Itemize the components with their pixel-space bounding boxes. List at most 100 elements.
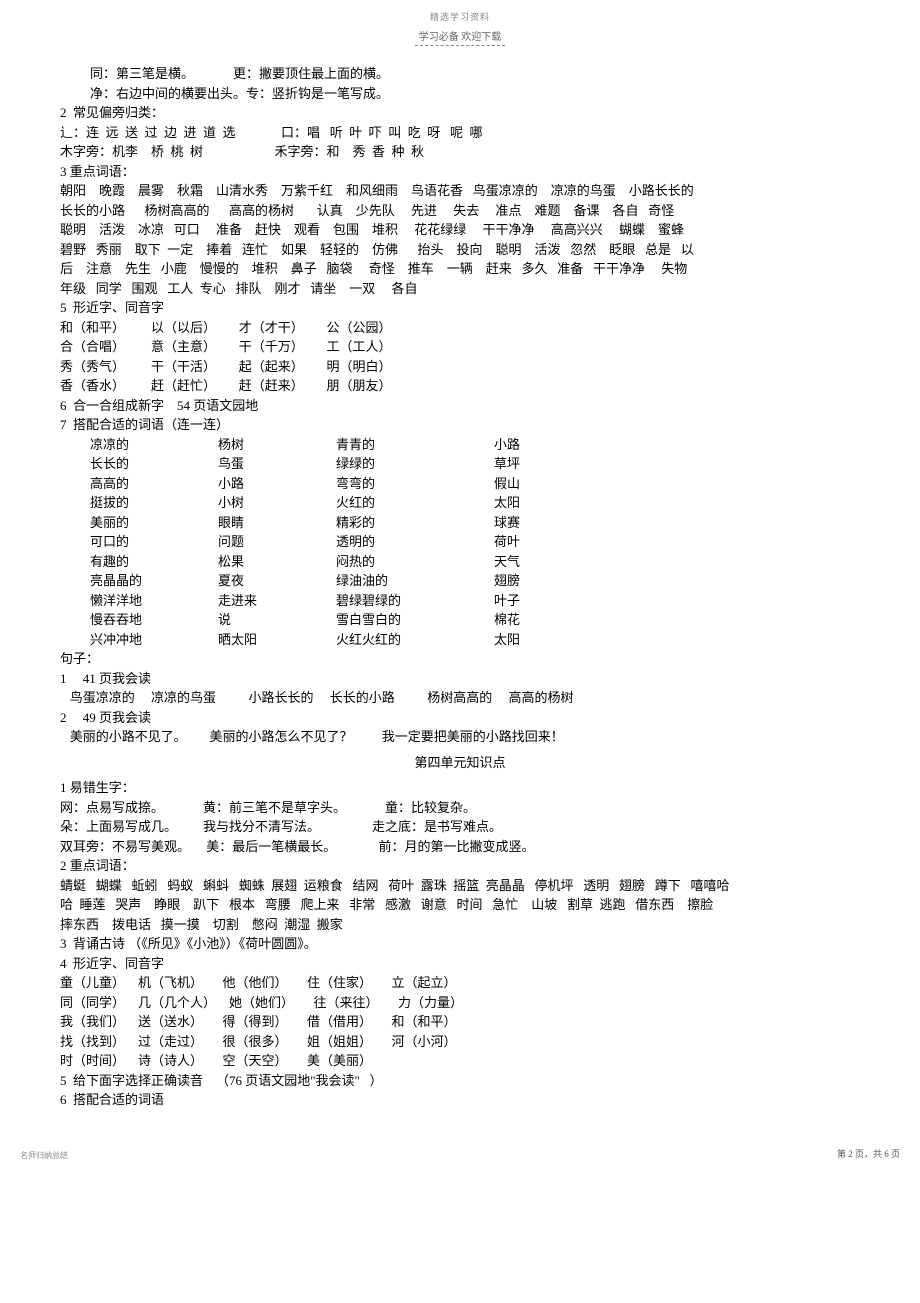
pair-cell: 晒太阳 [218, 630, 336, 650]
pair-cell: 精彩的 [336, 513, 494, 533]
pair-cell: 亮晶晶的 [90, 571, 218, 591]
pair-cell: 雪白雪白的 [336, 610, 494, 630]
pair-cell: 走进来 [218, 591, 336, 611]
pair-cell: 绿油油的 [336, 571, 494, 591]
pair-cell: 鸟蛋 [218, 454, 336, 474]
content-body: 同：第三笔是横。 更：撇要顶住最上面的横。 净：右边中间的横要出头。专：竖折钩是… [60, 64, 860, 1110]
pair-row: 亮晶晶的夏夜绿油油的翅膀 [90, 571, 548, 591]
pair-cell: 青青的 [336, 435, 494, 455]
line: 碧野 秀丽 取下 一定 捧着 连忙 如果 轻轻的 仿佛 抬头 投向 聪明 活泼 … [60, 240, 860, 260]
pair-row: 挺拔的小树火红的太阳 [90, 493, 548, 513]
pair-row: 兴冲冲地晒太阳火红火红的太阳 [90, 630, 548, 650]
pair-cell: 棉花 [494, 610, 548, 630]
pair-cell: 闷热的 [336, 552, 494, 572]
pair-cell: 翅膀 [494, 571, 548, 591]
line: 长长的小路 杨树高高的 高高的杨树 认真 少先队 先进 失去 准点 难题 备课 … [60, 201, 860, 221]
pair-row: 凉凉的杨树青青的小路 [90, 435, 548, 455]
pair-cell: 兴冲冲地 [90, 630, 218, 650]
pair-row: 慢吞吞地说雪白雪白的棉花 [90, 610, 548, 630]
pair-cell: 说 [218, 610, 336, 630]
pair-cell: 美丽的 [90, 513, 218, 533]
line: 香（香水） 赶（赶忙） 赶（赶来） 朋（朋友） [60, 376, 860, 396]
pair-cell: 有趣的 [90, 552, 218, 572]
line: 年级 同学 围观 工人 专心 排队 刚才 请坐 一双 各自 [60, 279, 860, 299]
pair-cell: 太阳 [494, 493, 548, 513]
pair-cell: 高高的 [90, 474, 218, 494]
line: 1 41 页我会读 [60, 669, 860, 689]
pair-cell: 凉凉的 [90, 435, 218, 455]
pair-cell: 问题 [218, 532, 336, 552]
header-sub-wrap: 学习必备 欢迎下载 [60, 27, 860, 46]
pair-cell: 眼睛 [218, 513, 336, 533]
line: 净：右边中间的横要出头。专：竖折钩是一笔写成。 [90, 84, 860, 104]
pair-row: 有趣的松果闷热的天气 [90, 552, 548, 572]
pair-cell: 太阳 [494, 630, 548, 650]
pair-cell: 小路 [494, 435, 548, 455]
line: 合（合唱） 意（主意） 干（千万） 工（工人） [60, 337, 860, 357]
pair-row: 长长的鸟蛋绿绿的草坪 [90, 454, 548, 474]
pair-cell: 夏夜 [218, 571, 336, 591]
pair-cell: 天气 [494, 552, 548, 572]
pair-cell: 火红火红的 [336, 630, 494, 650]
pair-cell: 弯弯的 [336, 474, 494, 494]
line: 和（和平） 以（以后） 才（才干） 公（公园） [60, 318, 860, 338]
header-subtitle: 学习必备 欢迎下载 [415, 28, 506, 46]
line: 2 49 页我会读 [60, 708, 860, 728]
pair-row: 美丽的眼睛精彩的球赛 [90, 513, 548, 533]
line: 同：第三笔是横。 更：撇要顶住最上面的横。 [90, 64, 860, 84]
line: 1 易错生字： [60, 778, 860, 798]
line: 3 重点词语： [60, 162, 860, 182]
line: 双耳旁：不易写美观。 美：最后一笔横最长。 前：月的第一比撇变成竖。 [60, 837, 860, 857]
pair-cell: 叶子 [494, 591, 548, 611]
line: 网：点易写成捺。 黄：前三笔不是草字头。 童：比较复杂。 [60, 798, 860, 818]
pair-cell: 挺拔的 [90, 493, 218, 513]
line: 朵：上面易写成几。 我与找分不清写法。 走之底：是书写难点。 [60, 817, 860, 837]
line: 7 搭配合适的词语（连一连） [60, 415, 860, 435]
pair-cell: 可口的 [90, 532, 218, 552]
line: 2 常见偏旁归类： [60, 103, 860, 123]
pair-cell: 长长的 [90, 454, 218, 474]
line: 聪明 活泼 冰凉 可口 准备 赶快 观看 包围 堆积 花花绿绿 干干净净 高高兴… [60, 220, 860, 240]
header-top: 精选学习资料 [60, 10, 860, 23]
line: 秀（秀气） 干（干活） 起（起来） 明（明白） [60, 357, 860, 377]
pair-cell: 松果 [218, 552, 336, 572]
pair-row: 高高的小路弯弯的假山 [90, 474, 548, 494]
pair-cell: 懒洋洋地 [90, 591, 218, 611]
pair-row: 懒洋洋地走进来碧绿碧绿的叶子 [90, 591, 548, 611]
pair-cell: 杨树 [218, 435, 336, 455]
line: 5 给下面字选择正确读音 （76 页语文园地"我会读" ） [60, 1071, 860, 1091]
pair-table: 凉凉的杨树青青的小路长长的鸟蛋绿绿的草坪高高的小路弯弯的假山挺拔的小树火红的太阳… [90, 435, 548, 650]
pair-cell: 透明的 [336, 532, 494, 552]
line: 句子： [60, 649, 860, 669]
footer-left: 名师归纳总结 [20, 1150, 860, 1161]
line: 我（我们） 送（送水） 得（得到） 借（借用） 和（和平） [60, 1012, 860, 1032]
line: 6 合一合组成新字 54 页语文园地 [60, 396, 860, 416]
line: 找（找到） 过（走过） 很（很多） 姐（姐姐） 河（小河） [60, 1032, 860, 1052]
page-container: 精选学习资料 学习必备 欢迎下载 同：第三笔是横。 更：撇要顶住最上面的横。 净… [0, 0, 920, 1180]
line: 童（儿童） 机（飞机） 他（他们） 住（住家） 立（起立） [60, 973, 860, 993]
pair-cell: 草坪 [494, 454, 548, 474]
line: 5 形近字、同音字 [60, 298, 860, 318]
pair-cell: 荷叶 [494, 532, 548, 552]
line: 4 形近字、同音字 [60, 954, 860, 974]
line: 时（时间） 诗（诗人） 空（天空） 美（美丽） [60, 1051, 860, 1071]
line: 辶：连 远 送 过 边 进 道 选 口：唱 听 叶 吓 叫 吃 呀 呢 哪 [60, 123, 860, 143]
line: 同（同学） 几（几个人） 她（她们） 往（来往） 力（力量） [60, 993, 860, 1013]
line: 哈 睡莲 哭声 睁眼 趴下 根本 弯腰 爬上来 非常 感激 谢意 时间 急忙 山… [60, 895, 860, 915]
pair-cell: 小树 [218, 493, 336, 513]
pair-cell: 假山 [494, 474, 548, 494]
pair-cell: 球赛 [494, 513, 548, 533]
pair-cell: 慢吞吞地 [90, 610, 218, 630]
line: 2 重点词语： [60, 856, 860, 876]
line: 摔东西 拨电话 摸一摸 切割 憋闷 潮湿 搬家 [60, 915, 860, 935]
line: 后 注意 先生 小鹿 慢慢的 堆积 鼻子 脑袋 奇怪 推车 一辆 赶来 多久 准… [60, 259, 860, 279]
line: 木字旁：机李 桥 桃 树 禾字旁：和 秀 香 种 秋 [60, 142, 860, 162]
line: 6 搭配合适的词语 [60, 1090, 860, 1110]
line: 美丽的小路不见了。 美丽的小路怎么不见了？ 我一定要把美丽的小路找回来！ [60, 727, 860, 747]
unit4-title: 第四单元知识点 [60, 753, 860, 773]
line: 朝阳 晚霞 晨雾 秋霜 山清水秀 万紫千红 和风细雨 鸟语花香 鸟蛋凉凉的 凉凉… [60, 181, 860, 201]
pair-cell: 小路 [218, 474, 336, 494]
pair-cell: 火红的 [336, 493, 494, 513]
line: 鸟蛋凉凉的 凉凉的鸟蛋 小路长长的 长长的小路 杨树高高的 高高的杨树 [60, 688, 860, 708]
pair-cell: 绿绿的 [336, 454, 494, 474]
